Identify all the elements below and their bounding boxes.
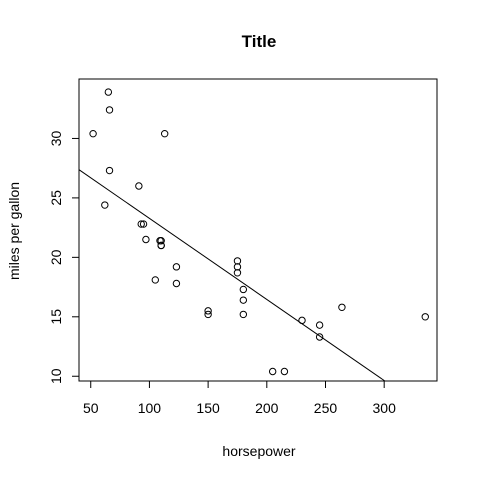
data-point [233, 257, 242, 265]
data-point [156, 237, 164, 245]
data-point [315, 333, 324, 341]
x-axis: 50 100 150 200 250 300 [83, 380, 397, 416]
data-point [104, 88, 113, 96]
data-point [160, 129, 169, 138]
y-tick-label: 15 [48, 309, 64, 325]
y-axis-title: miles per gallon [6, 182, 22, 280]
data-point [157, 241, 165, 250]
y-tick-label: 20 [48, 249, 64, 265]
data-point [139, 220, 148, 228]
x-tick-label: 300 [373, 400, 397, 416]
regression-line [78, 169, 386, 382]
data-point [151, 276, 159, 284]
data-point [421, 313, 429, 321]
y-tick-label: 10 [48, 368, 64, 384]
data-point [233, 269, 242, 277]
x-tick-label: 200 [255, 400, 279, 416]
data-point [101, 201, 109, 209]
data-point [239, 296, 248, 304]
plot-frame [78, 78, 438, 382]
data-point [142, 235, 150, 244]
data-points [89, 88, 429, 376]
data-point [268, 367, 277, 376]
data-point [89, 129, 97, 138]
data-point [204, 310, 212, 319]
chart-title: Title [242, 32, 277, 51]
data-point [172, 279, 181, 288]
x-tick-label: 100 [138, 400, 162, 416]
data-point [105, 106, 114, 114]
data-point [233, 263, 242, 271]
x-tick-label: 50 [83, 400, 99, 416]
data-point [239, 285, 248, 294]
y-tick-label: 25 [48, 190, 64, 206]
y-axis: 10 15 20 25 30 [48, 130, 80, 384]
data-point [135, 182, 143, 190]
y-tick-label: 30 [48, 130, 64, 146]
data-point [172, 263, 181, 271]
x-tick-label: 150 [196, 400, 220, 416]
regression-line-layer [78, 169, 386, 382]
data-point [315, 321, 324, 329]
data-point [239, 310, 248, 319]
data-point [280, 367, 289, 376]
data-point [105, 166, 114, 175]
data-point [204, 307, 212, 315]
data-point [338, 303, 346, 311]
data-point [137, 220, 145, 228]
x-tick-label: 250 [314, 400, 338, 416]
x-axis-title: horsepower [222, 443, 295, 459]
